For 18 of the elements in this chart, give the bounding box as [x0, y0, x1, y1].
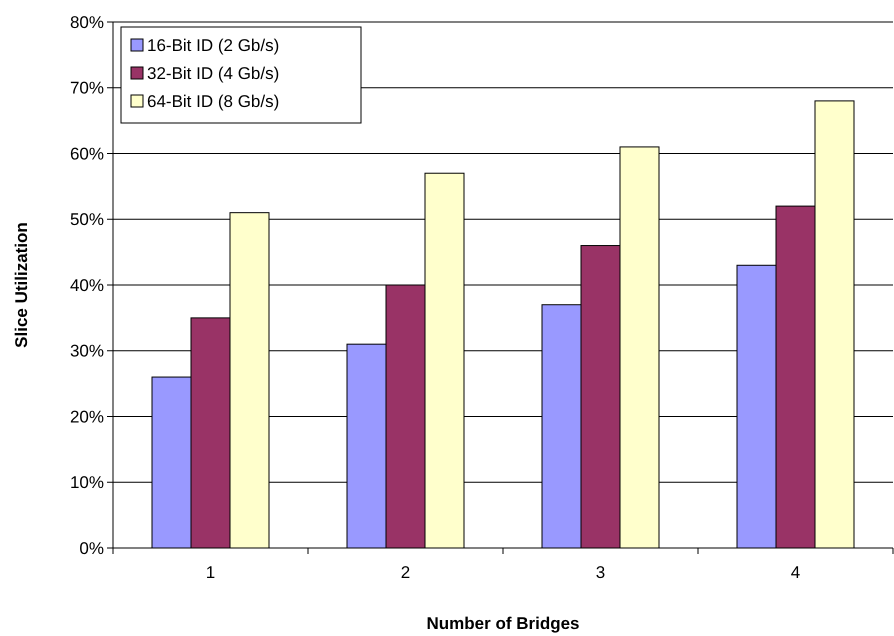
- x-axis-title: Number of Bridges: [426, 614, 580, 633]
- x-tick-label: 1: [206, 563, 216, 582]
- legend-label: 64-Bit ID (8 Gb/s): [147, 92, 280, 111]
- y-tick-label: 20%: [70, 407, 104, 426]
- y-tick-label: 30%: [70, 342, 104, 361]
- legend-label: 32-Bit ID (4 Gb/s): [147, 64, 280, 83]
- y-tick-label: 60%: [70, 144, 104, 164]
- y-tick-label: 0%: [79, 538, 104, 558]
- y-tick-label: 70%: [70, 78, 104, 98]
- legend-label: 16-Bit ID (2 Gb/s): [147, 36, 280, 55]
- y-tick-label: 50%: [70, 210, 104, 230]
- y-tick-label: 40%: [70, 276, 104, 295]
- y-tick-label: 80%: [70, 12, 104, 32]
- x-tick-label: 3: [596, 563, 606, 582]
- x-tick-label: 2: [400, 563, 410, 582]
- y-axis-title: Slice Utilization: [12, 222, 31, 348]
- y-tick-label: 10%: [70, 473, 104, 492]
- x-tick-label: 4: [790, 563, 800, 582]
